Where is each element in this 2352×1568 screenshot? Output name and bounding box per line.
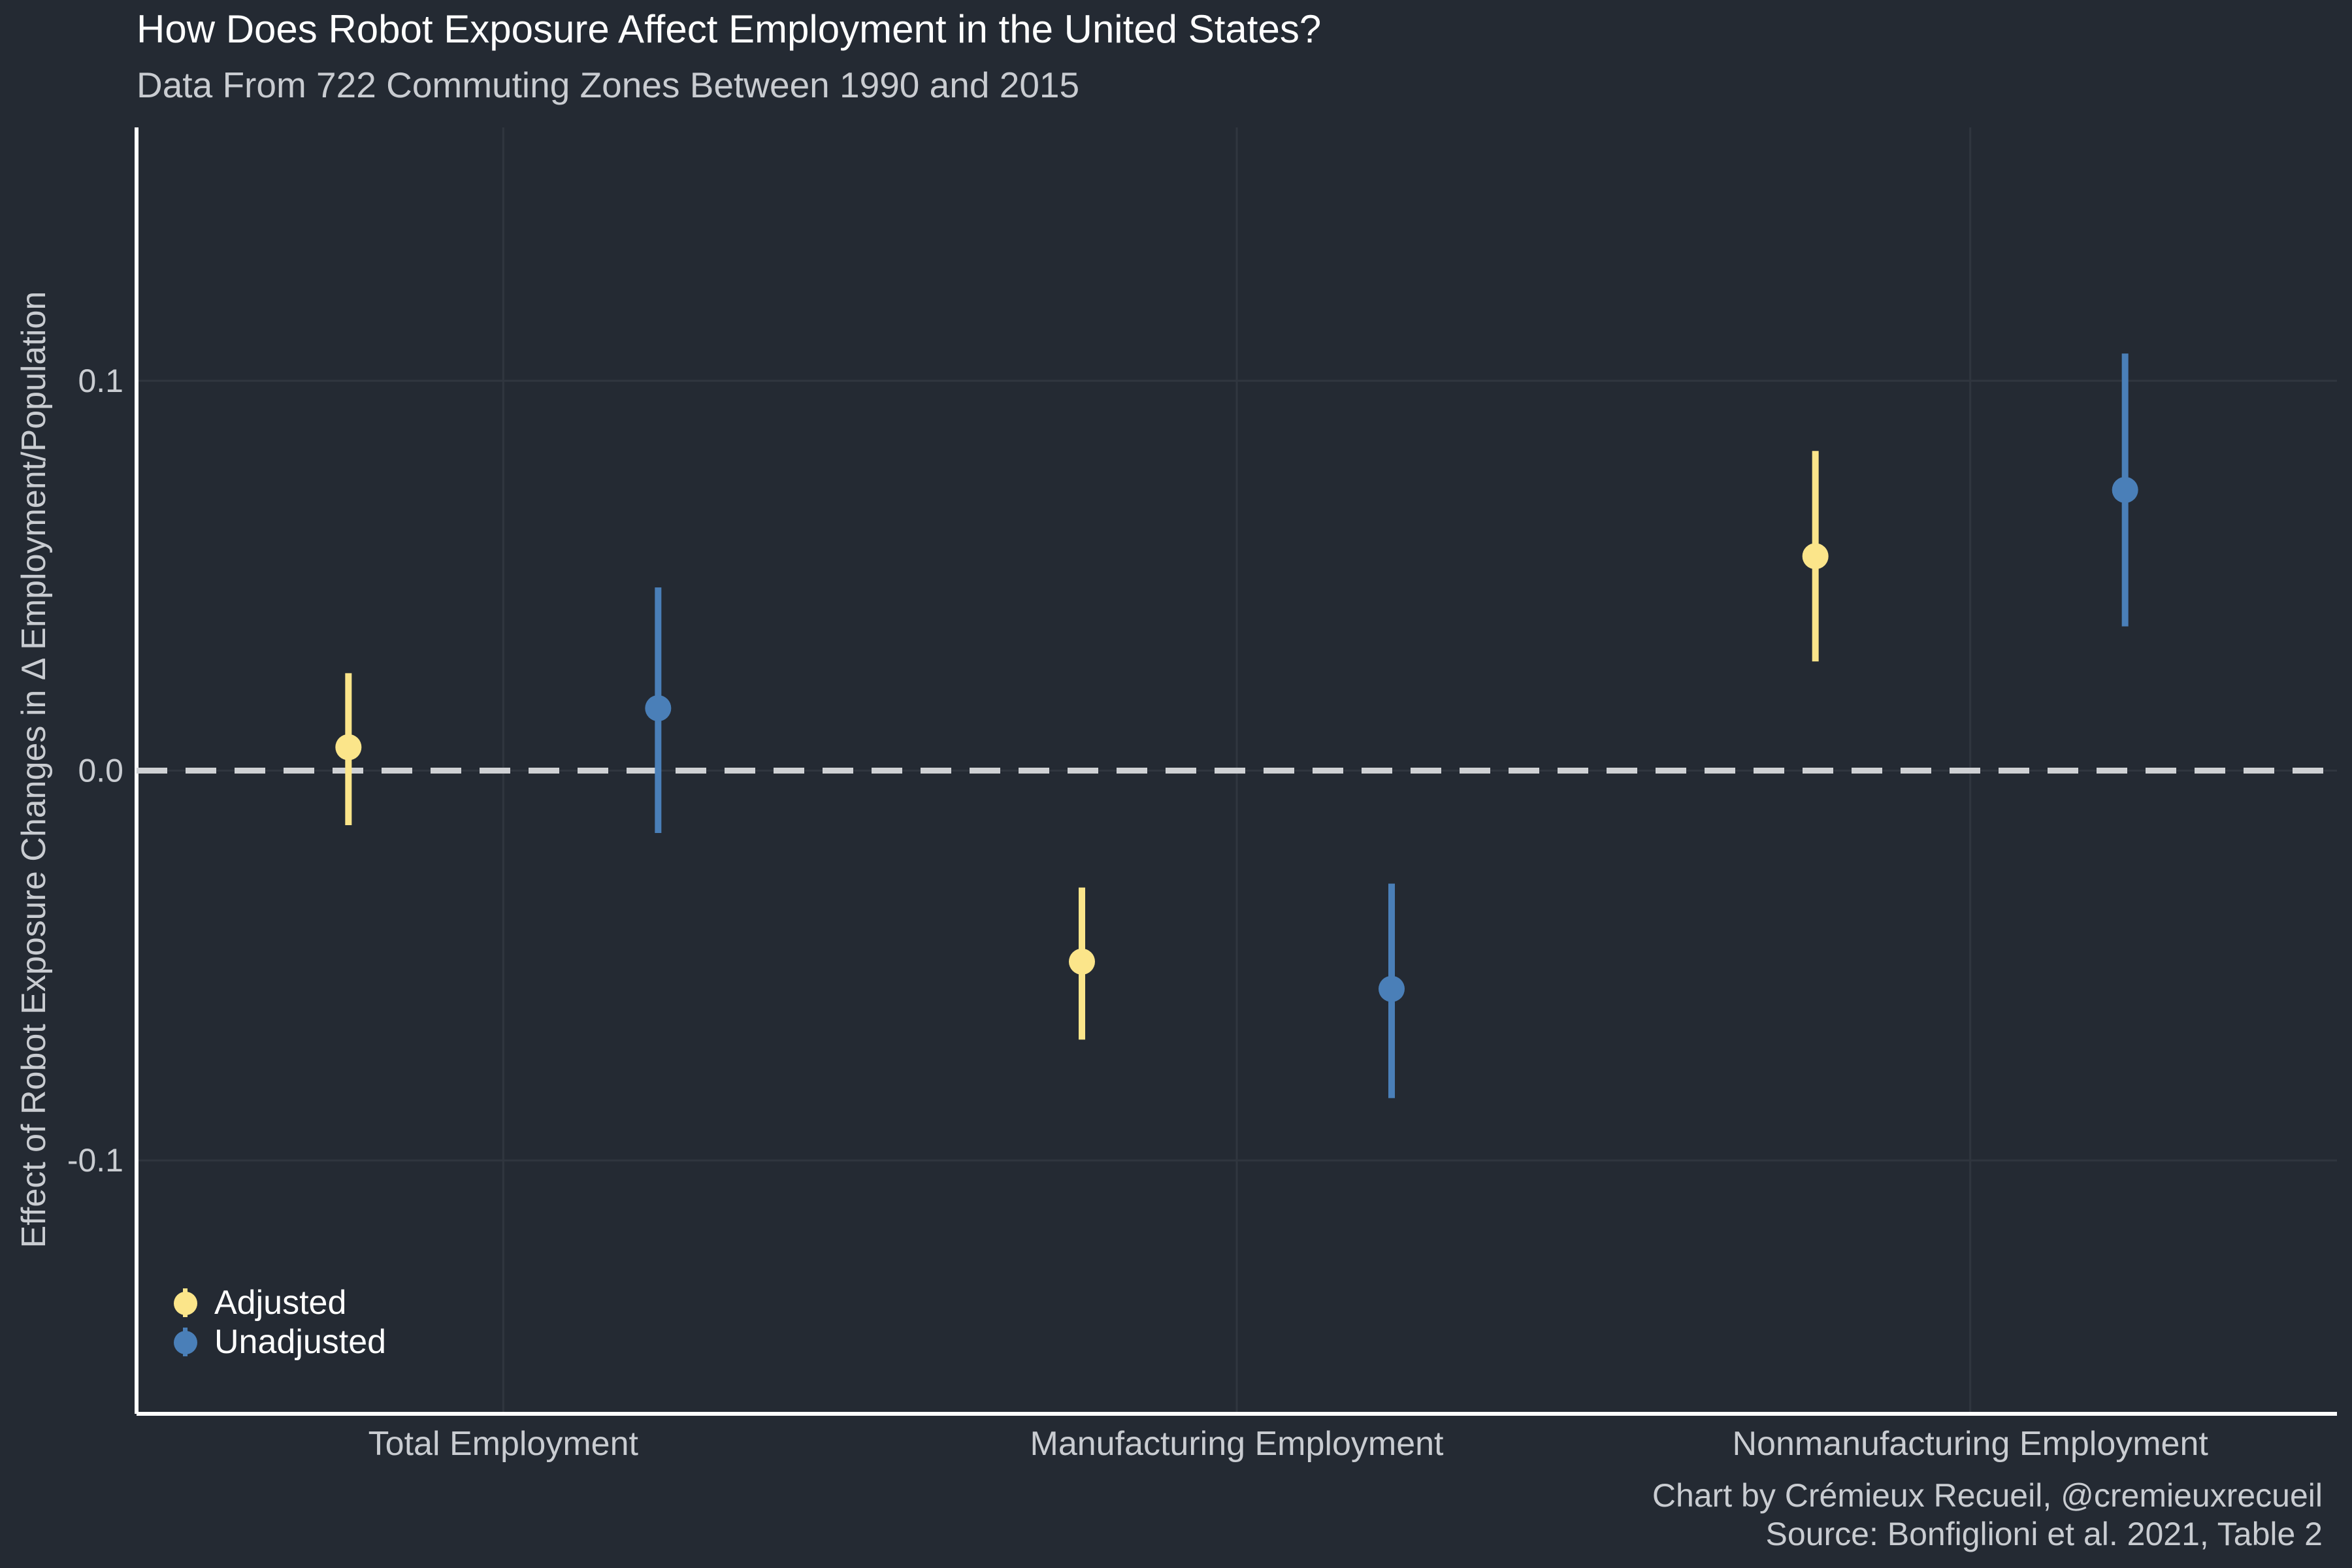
- point-adjusted: [1069, 948, 1095, 975]
- y-tick-label: -0.1: [67, 1142, 123, 1179]
- legend-item-adjusted: Adjusted: [169, 1283, 386, 1322]
- x-tick-label: Total Employment: [368, 1425, 639, 1463]
- point-adjusted: [335, 734, 362, 760]
- point-unadjusted: [1379, 975, 1405, 1002]
- point-adjusted: [1802, 543, 1829, 570]
- legend-key-dot-adjusted: [174, 1292, 197, 1315]
- x-tick-label: Nonmanufacturing Employment: [1732, 1425, 2208, 1463]
- legend-label-unadjusted: Unadjusted: [214, 1323, 387, 1361]
- legend-key-dot-unadjusted: [174, 1331, 197, 1354]
- chart-title: How Does Robot Exposure Affect Employmen…: [137, 7, 1322, 51]
- chart-subtitle: Data From 722 Commuting Zones Between 19…: [137, 65, 1080, 105]
- point-unadjusted: [2112, 476, 2138, 503]
- x-tick-label: Manufacturing Employment: [1030, 1425, 1445, 1463]
- y-tick-label: 0.1: [78, 363, 123, 399]
- legend-key-adjusted: [169, 1283, 201, 1322]
- y-tick-label: 0.0: [78, 753, 123, 789]
- legend-item-unadjusted: Unadjusted: [169, 1322, 386, 1362]
- point-unadjusted: [645, 695, 672, 722]
- caption-credit: Chart by Crémieux Recueil, @cremieuxrecu…: [1652, 1477, 2323, 1514]
- caption-source: Source: Bonfiglioni et al. 2021, Table 2: [1765, 1516, 2323, 1552]
- legend-label-adjusted: Adjusted: [214, 1284, 347, 1322]
- y-axis-label: Effect of Robot Exposure Changes in Δ Em…: [15, 291, 53, 1249]
- legend-key-unadjusted: [169, 1322, 201, 1362]
- legend: Adjusted Unadjusted: [169, 1283, 386, 1362]
